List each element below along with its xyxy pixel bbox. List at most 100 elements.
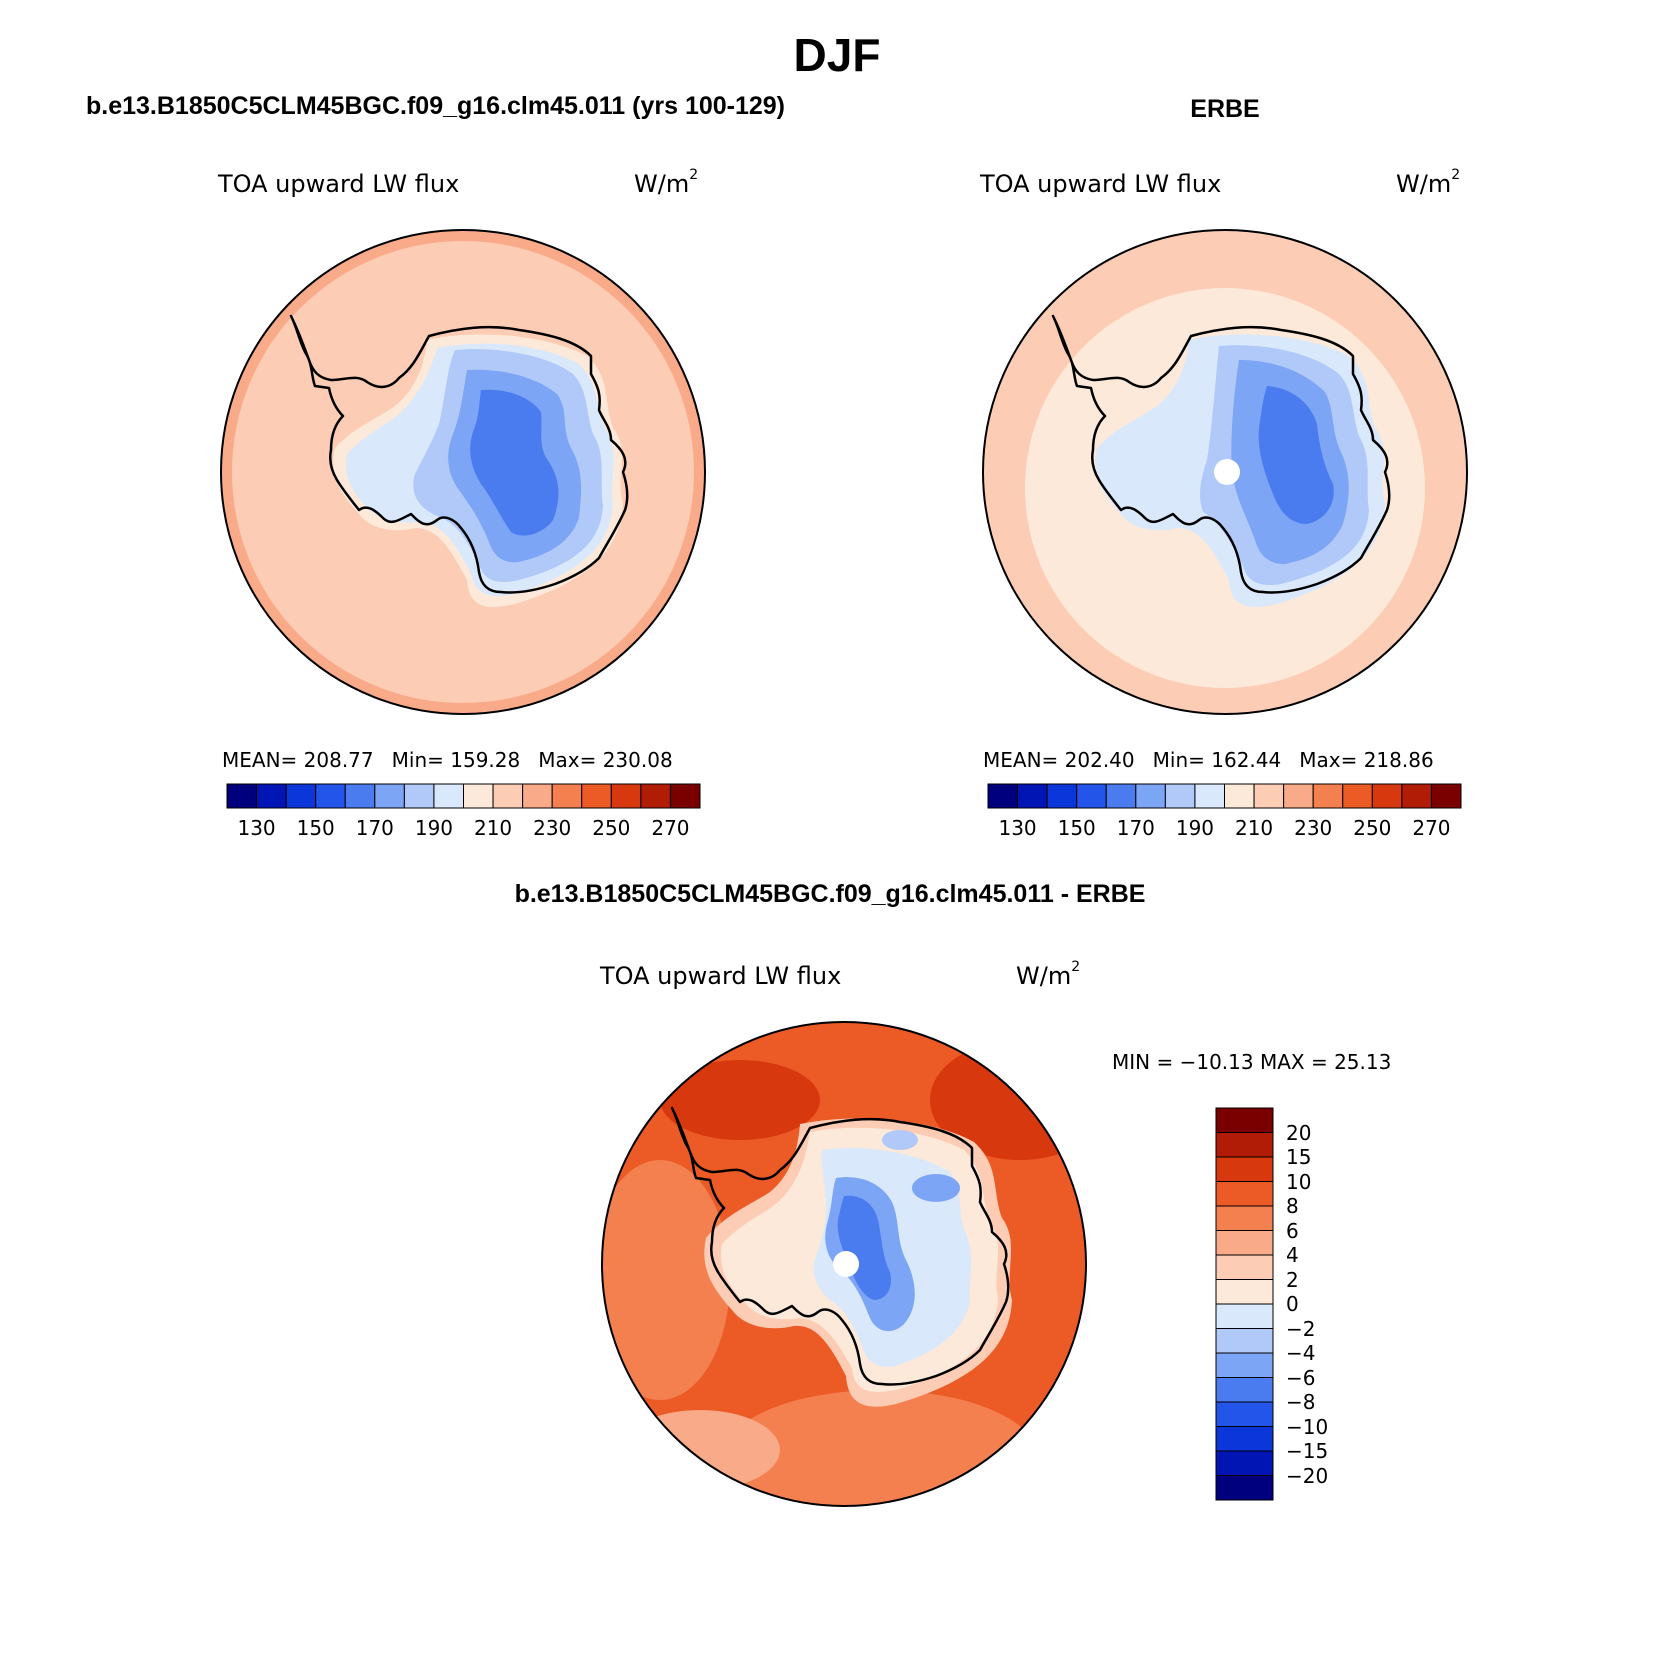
model-max: Max= 230.08 (538, 748, 673, 772)
model-colorbar-box (256, 783, 287, 809)
obs-colorbar-box (1342, 783, 1373, 809)
diff-colorbar-box (1215, 1377, 1274, 1403)
diff-colorbar-tick-label: −10 (1286, 1414, 1329, 1439)
obs-colorbar-box (1046, 783, 1078, 809)
model-min: Min= 159.28 (391, 748, 521, 772)
model-units-label: W/m2 (634, 167, 699, 198)
diff-colorbar-box (1215, 1426, 1274, 1452)
diff-colorbar-tick-label: 8 (1286, 1194, 1299, 1218)
diff-colorbar-tick-label: 0 (1286, 1292, 1299, 1316)
diff-region-interior-patch-east (912, 1174, 960, 1202)
obs-colorbar-box (1430, 783, 1462, 809)
model-colorbar-box (522, 783, 553, 809)
obs-colorbar-box (1164, 783, 1196, 809)
diff-minmax: MIN = −10.13 MAX = 25.13 (1112, 1050, 1392, 1074)
diff-panel-title: b.e13.B1850C5CLM45BGC.f09_g16.clm45.011 … (514, 880, 1146, 908)
diff-colorbar-box (1215, 1401, 1274, 1427)
diff-colorbar-box (1215, 1475, 1274, 1501)
model-colorbar (226, 783, 701, 809)
model-colorbar-box (551, 783, 583, 809)
model-mean: MEAN= 208.77 (222, 748, 374, 772)
model-colorbar-box (492, 783, 524, 809)
diff-colorbar-tick-label: −2 (1286, 1316, 1316, 1341)
diff-colorbar-box (1215, 1230, 1274, 1256)
diff-polar-map (601, 1021, 1087, 1507)
obs-max: Max= 218.86 (1299, 748, 1434, 772)
diff-region-interior-patch-north (882, 1130, 918, 1150)
obs-colorbar-box (1253, 783, 1285, 809)
model-colorbar-box (315, 783, 346, 809)
obs-units-label: W/m2 (1396, 167, 1461, 198)
model-colorbar-tick-label: 190 (414, 816, 454, 840)
diff-colorbar-box (1215, 1279, 1274, 1305)
model-colorbar-box (285, 783, 317, 809)
obs-colorbar-box (1283, 783, 1314, 809)
obs-colorbar-box (1401, 783, 1432, 809)
diff-colorbar-tick-label: 6 (1286, 1218, 1299, 1243)
model-colorbar-tick-label: 150 (296, 816, 335, 840)
obs-colorbar-box (1135, 783, 1166, 809)
diff-colorbar-box (1215, 1254, 1274, 1280)
diff-region-outer-patch-sw (620, 1410, 780, 1490)
diff-colorbar (1215, 1107, 1274, 1501)
model-colorbar-box (344, 783, 376, 809)
diff-colorbar-tick-label: −8 (1286, 1390, 1316, 1414)
model-colorbar-box (374, 783, 405, 809)
model-colorbar-ticks: 130 150 170 190 210 230 250 270 (227, 816, 700, 842)
model-colorbar-tick-label: 170 (355, 816, 394, 840)
obs-colorbar-box (1076, 783, 1107, 809)
model-region-east-core (470, 389, 559, 536)
model-colorbar-box (640, 783, 671, 809)
obs-colorbar-tick-label: 130 (998, 816, 1037, 840)
obs-colorbar-box (1312, 783, 1344, 809)
obs-pole-hole (1214, 459, 1240, 485)
diff-colorbar-tick-label: −4 (1286, 1341, 1316, 1365)
obs-panel-title: ERBE (1190, 95, 1260, 123)
obs-colorbar-tick-label: 150 (1057, 816, 1096, 840)
obs-colorbar-box (1224, 783, 1255, 809)
model-colorbar-tick-label: 130 (237, 816, 276, 840)
diff-units-label: W/m2 (1016, 959, 1081, 990)
diff-colorbar-tick-label: 4 (1286, 1243, 1299, 1267)
obs-variable-label: TOA upward LW flux (980, 170, 1222, 198)
diff-colorbar-box (1215, 1303, 1274, 1329)
diff-colorbar-tick-label: −20 (1286, 1463, 1329, 1488)
figure-title: DJF (793, 29, 881, 81)
obs-colorbar-box (987, 783, 1019, 809)
model-map-border (220, 229, 706, 715)
model-stats: MEAN= 208.77 Min= 159.28 Max= 230.08 (222, 748, 691, 772)
obs-colorbar-tick-label: 170 (1116, 816, 1155, 840)
obs-colorbar-box (1371, 783, 1403, 809)
model-colorbar-tick-label: 210 (473, 816, 513, 840)
model-colorbar-box (669, 783, 701, 809)
obs-colorbar-box (1017, 783, 1048, 809)
model-variable-label: TOA upward LW flux (218, 170, 460, 198)
diff-pole-hole (833, 1251, 859, 1277)
model-colorbar-box (581, 783, 612, 809)
model-coastline (289, 314, 629, 594)
obs-colorbar (987, 783, 1462, 809)
diff-coastline (670, 1106, 1010, 1386)
obs-colorbar-ticks: 130 150 170 190 210 230 250 270 (988, 816, 1461, 842)
diff-colorbar-box (1215, 1107, 1274, 1133)
obs-coastline (1051, 314, 1391, 594)
model-colorbar-box (610, 783, 642, 809)
diff-colorbar-box (1215, 1450, 1274, 1476)
obs-region-core (1258, 386, 1334, 524)
model-polar-map (220, 229, 706, 715)
diff-colorbar-box (1215, 1181, 1274, 1207)
obs-colorbar-box (1194, 783, 1225, 809)
obs-colorbar-tick-label: 230 (1294, 816, 1333, 840)
model-panel-title: b.e13.B1850C5CLM45BGC.f09_g16.clm45.011 … (86, 92, 786, 120)
diff-colorbar-box (1215, 1132, 1274, 1158)
model-colorbar-box (226, 783, 258, 809)
obs-colorbar-box (1105, 783, 1137, 809)
obs-mean: MEAN= 202.40 (983, 748, 1135, 772)
model-colorbar-tick-label: 230 (533, 816, 572, 840)
diff-region-outer-patch-nw (660, 1060, 820, 1140)
diff-colorbar-tick-label: 20 (1286, 1120, 1312, 1145)
obs-colorbar-tick-label: 190 (1175, 816, 1215, 840)
diff-map-border (601, 1021, 1087, 1507)
diff-colorbar-box (1215, 1328, 1274, 1354)
obs-colorbar-tick-label: 250 (1353, 816, 1392, 840)
